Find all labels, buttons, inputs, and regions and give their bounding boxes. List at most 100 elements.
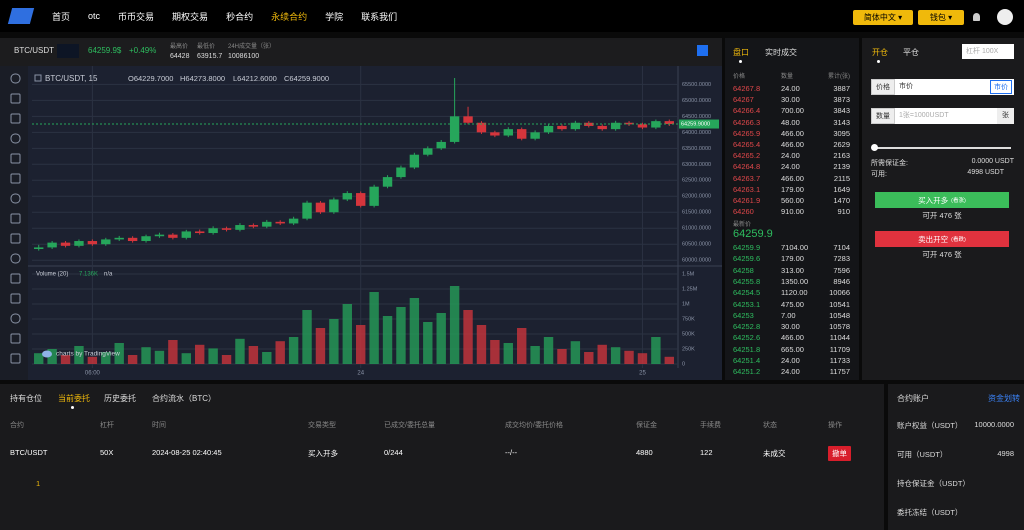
orders-header: 手续费 — [700, 422, 721, 429]
candle-body — [356, 193, 366, 206]
order-quantity: 179.00 — [781, 254, 804, 264]
order-price: 64252.8 — [733, 322, 761, 332]
volume-bar — [517, 328, 527, 364]
transfer-link[interactable]: 资金划转 — [988, 394, 1020, 403]
volume-bar — [570, 341, 581, 364]
volume-bar — [302, 310, 312, 364]
tradingview-logo — [42, 350, 52, 358]
candle-body — [235, 225, 245, 230]
fullscreen-button[interactable] — [697, 45, 708, 56]
volume-bar — [114, 343, 124, 364]
last-price-caption: 最新价 — [733, 222, 752, 228]
volume-bar — [651, 337, 661, 364]
orders-tab[interactable]: 合约流水（BTC） — [152, 394, 216, 403]
y-tick-label: 64000.0000 — [682, 130, 711, 136]
leverage-input[interactable]: 杠杆 100X — [962, 44, 1014, 59]
volume-bar — [47, 349, 57, 364]
order-quantity: 313.00 — [781, 265, 804, 275]
account-label: 委托冻结（USDT） — [897, 508, 963, 517]
order-price: 64258 — [733, 265, 754, 275]
wallet-button[interactable]: 钱包 ▾ — [918, 10, 964, 25]
account-value: 4998 — [997, 449, 1014, 458]
order-quantity: 910.00 — [781, 207, 804, 217]
order-book-header: 数量 — [781, 74, 794, 80]
order-book-tab[interactable]: 盘口 — [733, 48, 749, 57]
quantity-field[interactable] — [871, 108, 1014, 124]
candle-body — [449, 116, 460, 142]
price-value: 市价 — [899, 83, 913, 90]
ticker-stat-label: 24H成交量（张） — [228, 44, 276, 50]
nav-item[interactable]: otc — [88, 11, 101, 21]
order-price: 64263.1 — [733, 184, 761, 194]
order-cumulative: 2629 — [833, 140, 850, 149]
order-cumulative: 10541 — [829, 299, 850, 309]
bell-icon[interactable] — [973, 13, 980, 21]
y-tick-label: 60500.0000 — [682, 242, 711, 248]
volume-bar — [476, 325, 487, 364]
volume-tick-label: 1.5M — [682, 271, 695, 277]
sell-button[interactable]: 卖出开空 (看跌) — [875, 231, 1009, 247]
pagination-page[interactable]: 1 — [36, 479, 41, 488]
order-price: 64265.2 — [733, 151, 761, 161]
logo[interactable] — [7, 8, 35, 24]
nav-item[interactable]: 联系我们 — [361, 11, 398, 22]
nav-item[interactable]: 学院 — [325, 11, 344, 22]
nav-item[interactable]: 币币交易 — [118, 11, 155, 22]
price-field[interactable] — [871, 79, 1014, 95]
volume-legend-value: 7.136K — [79, 272, 98, 278]
orders-cell: 未成交 — [763, 449, 786, 458]
margin-value: 0.0000 USDT — [971, 158, 1014, 165]
orders-cell: 50X — [100, 448, 114, 457]
order-cumulative: 10548 — [829, 310, 850, 320]
order-cumulative: 1649 — [833, 184, 850, 194]
tool-icon — [10, 93, 21, 104]
cancel-button[interactable]: 撤单 — [828, 446, 851, 461]
nav-item[interactable]: 秒合约 — [226, 11, 254, 22]
order-book-header: 累计(张) — [828, 74, 850, 80]
nav-item[interactable]: 期权交易 — [172, 11, 209, 22]
orders-header: 操作 — [828, 422, 842, 429]
candle-body — [503, 129, 513, 136]
order-cumulative: 3095 — [833, 128, 850, 138]
volume-bar — [356, 325, 366, 364]
candle-body — [154, 234, 165, 237]
candle-body — [315, 202, 326, 213]
tool-icon — [10, 153, 21, 164]
orders-tab[interactable]: 当前委托 — [58, 394, 90, 403]
candle-body — [74, 241, 84, 246]
candle-body — [651, 121, 661, 128]
candle-body — [382, 177, 393, 187]
volume-bar — [597, 344, 607, 364]
trade-tab[interactable]: 开仓 — [872, 48, 888, 57]
tool-icon — [10, 273, 21, 284]
x-tick-label: 06:00 — [85, 371, 101, 377]
volume-bar — [396, 307, 406, 364]
order-cumulative: 10066 — [829, 288, 850, 298]
order-price: 64255.8 — [733, 276, 761, 286]
tab-indicator — [877, 60, 880, 63]
orders-tab[interactable]: 历史委托 — [104, 394, 136, 403]
market-button[interactable]: 市价 — [990, 80, 1012, 94]
order-book-tab[interactable]: 实时成交 — [765, 48, 797, 57]
order-cumulative: 7596 — [833, 265, 850, 275]
order-cumulative: 2163 — [833, 151, 850, 161]
candle-body — [329, 199, 339, 213]
order-quantity: 466.00 — [781, 140, 804, 149]
orders-tab[interactable]: 持有仓位 — [10, 394, 42, 403]
candle-body — [543, 125, 554, 133]
volume-bar — [275, 341, 285, 364]
x-tick-label: 24 — [357, 371, 364, 377]
slider-track[interactable] — [875, 147, 1011, 149]
nav-item[interactable]: 首页 — [52, 11, 71, 22]
volume-tick-label: 0 — [682, 361, 685, 367]
language-button[interactable]: 简体中文 ▾ — [853, 10, 913, 25]
buy-button[interactable]: 买入开多 (看涨) — [875, 192, 1009, 208]
account-label: 账户权益（USDT） — [897, 421, 963, 430]
order-quantity: 560.00 — [781, 196, 804, 205]
nav-item[interactable]: 永续合约 — [271, 11, 308, 22]
slider-handle[interactable] — [871, 144, 878, 151]
volume-tick-label: 250K — [682, 346, 695, 352]
orders-header: 杠杆 — [100, 422, 114, 429]
trade-tab[interactable]: 平仓 — [903, 48, 919, 57]
avatar[interactable] — [997, 9, 1013, 25]
